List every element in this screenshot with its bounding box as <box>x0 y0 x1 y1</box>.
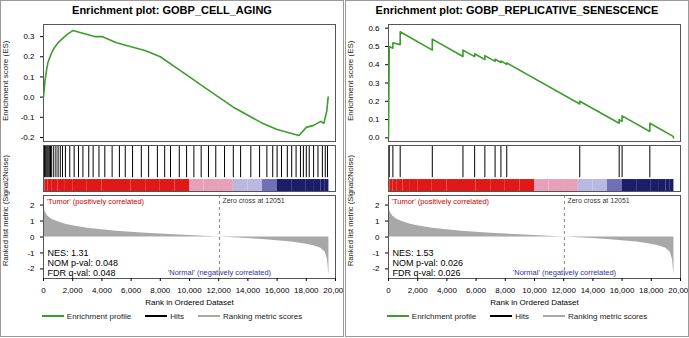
svg-text:8,000: 8,000 <box>495 286 516 295</box>
svg-text:0.6: 0.6 <box>368 24 380 33</box>
svg-text:6,000: 6,000 <box>121 286 142 295</box>
html-text:Hits: Hits <box>170 311 185 321</box>
svg-text:0.3: 0.3 <box>23 32 35 41</box>
html-text:Hits: Hits <box>515 311 530 321</box>
svg-text:Rank in Ordered Dataset: Rank in Ordered Dataset <box>490 298 579 307</box>
svg-text:0.5: 0.5 <box>368 42 380 51</box>
html-text:Ranking metric scores: Ranking metric scores <box>223 311 303 321</box>
svg-text:8,000: 8,000 <box>150 286 171 295</box>
svg-text:0.0: 0.0 <box>368 133 380 142</box>
html-text:Enrichment score (ES): Enrichment score (ES) <box>346 40 355 121</box>
svg-text:0: 0 <box>386 286 391 295</box>
svg-text:14,000: 14,000 <box>236 286 261 295</box>
html-text:Ranked list metric (Signal2Noi: Ranked list metric (Signal2Noise) <box>1 155 10 266</box>
svg-text:14,000: 14,000 <box>581 286 606 295</box>
html-text:Ranking metric scores: Ranking metric scores <box>568 311 648 321</box>
svg-text:Zero cross at 12051: Zero cross at 12051 <box>567 197 629 204</box>
html-text:Enrichment plot: GOBP_CELL_AGI: Enrichment plot: GOBP_CELL_AGING <box>72 4 272 16</box>
svg-text:10,000: 10,000 <box>177 286 202 295</box>
svg-text:Zero cross at 12051: Zero cross at 12051 <box>222 197 284 204</box>
svg-text:-1: -1 <box>27 249 35 258</box>
svg-text:0.1: 0.1 <box>368 115 380 124</box>
svg-text:18,000: 18,000 <box>294 286 319 295</box>
svg-text:-2: -2 <box>27 264 35 273</box>
svg-text:6,000: 6,000 <box>466 286 487 295</box>
svg-text:0.2: 0.2 <box>23 52 35 61</box>
svg-text:2,000: 2,000 <box>408 286 429 295</box>
svg-text:0.4: 0.4 <box>368 60 380 69</box>
svg-text:12,000: 12,000 <box>206 286 231 295</box>
svg-text:NES: 1.53NOM p-val: 0.026FDR q: NES: 1.53NOM p-val: 0.026FDR q-val: 0.02… <box>393 248 464 278</box>
svg-text:-0.1: -0.1 <box>21 113 35 122</box>
svg-text:20,000: 20,000 <box>323 286 343 295</box>
svg-text:0: 0 <box>375 233 380 242</box>
svg-text:0.3: 0.3 <box>368 79 380 88</box>
svg-text:0.2: 0.2 <box>368 97 380 106</box>
svg-text:1: 1 <box>30 217 35 226</box>
svg-text:0.1: 0.1 <box>23 73 35 82</box>
svg-text:'Tumor' (positively correlated: 'Tumor' (positively correlated) <box>47 197 145 206</box>
svg-text:4,000: 4,000 <box>92 286 113 295</box>
svg-text:0: 0 <box>41 286 46 295</box>
html-text:Ranked list metric (Signal2Noi: Ranked list metric (Signal2Noise) <box>346 155 355 266</box>
svg-text:18,000: 18,000 <box>639 286 664 295</box>
svg-text:NES: 1.31NOM p-val: 0.048FDR q: NES: 1.31NOM p-val: 0.048FDR q-val: 0.04… <box>48 248 119 278</box>
svg-text:2: 2 <box>30 201 35 210</box>
svg-text:'Normal' (negatively correlate: 'Normal' (negatively correlated) <box>513 268 617 277</box>
svg-text:Rank in Ordered Dataset: Rank in Ordered Dataset <box>145 298 234 307</box>
svg-text:1: 1 <box>375 217 380 226</box>
svg-text:-0.2: -0.2 <box>21 133 35 142</box>
svg-text:2,000: 2,000 <box>63 286 84 295</box>
svg-text:'Tumor' (positively correlated: 'Tumor' (positively correlated) <box>392 197 490 206</box>
html-text:Enrichment plot: GOBP_REPLICAT: Enrichment plot: GOBP_REPLICATIVE_SENESC… <box>375 4 659 16</box>
html-text:Enrichment profile: Enrichment profile <box>66 311 132 321</box>
svg-text:10,000: 10,000 <box>522 286 547 295</box>
html-text:Enrichment profile: Enrichment profile <box>411 311 477 321</box>
svg-text:16,000: 16,000 <box>610 286 635 295</box>
svg-text:12,000: 12,000 <box>551 286 576 295</box>
svg-text:4,000: 4,000 <box>437 286 458 295</box>
svg-text:0.0: 0.0 <box>23 93 35 102</box>
html-text:Enrichment score (ES): Enrichment score (ES) <box>1 40 10 121</box>
svg-text:0: 0 <box>30 233 35 242</box>
svg-text:16,000: 16,000 <box>265 286 290 295</box>
svg-text:-2: -2 <box>372 264 380 273</box>
svg-text:2: 2 <box>375 201 380 210</box>
svg-text:-1: -1 <box>372 249 380 258</box>
svg-text:'Normal' (negatively correlate: 'Normal' (negatively correlated) <box>168 268 272 277</box>
svg-text:20,000: 20,000 <box>668 286 688 295</box>
